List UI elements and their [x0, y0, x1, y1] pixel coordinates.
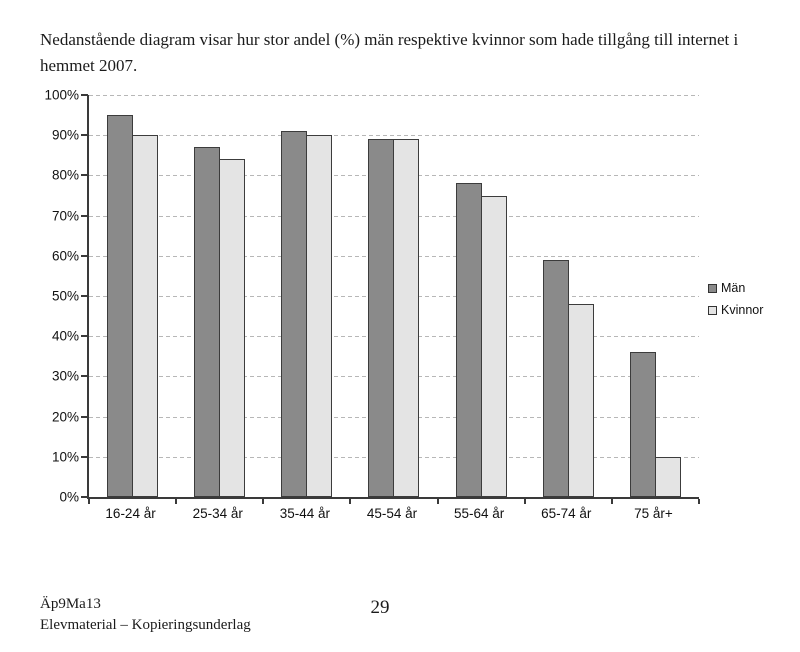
y-axis-tick	[81, 94, 88, 96]
legend-swatch-kvinnor	[708, 305, 717, 315]
x-axis-tick	[175, 499, 178, 504]
bar-group	[525, 95, 612, 497]
x-axis-labels: 16-24 år 25-34 år 35-44 år 45-54 år 55-64 år…	[87, 506, 697, 521]
legend: Män Kvinnor	[708, 281, 763, 317]
bar-man-75+	[629, 352, 656, 497]
x-category-label: 35-44 år	[279, 506, 330, 521]
x-axis-tick	[523, 499, 526, 504]
x-category-label: 65-74 år	[541, 506, 592, 521]
x-axis-tick	[610, 499, 613, 504]
bar-man-16-24	[107, 115, 134, 497]
x-category-label: 55-64 år	[453, 506, 505, 521]
legend-label-kvinnor: Kvinnor	[721, 303, 764, 317]
bar-man-55-64	[455, 183, 482, 497]
bar-man-45-54	[368, 139, 395, 497]
bar-group	[176, 95, 263, 497]
bar-kvinnor-65-74	[567, 304, 594, 497]
bar-group	[89, 95, 176, 497]
y-tick-label: 80%	[51, 167, 79, 183]
footer: Äp9Ma13 Elevmaterial – Kopieringsunderla…	[40, 594, 251, 636]
bar-groups	[89, 95, 699, 497]
y-axis-tick	[81, 375, 88, 378]
legend-label-man: Män	[721, 281, 746, 295]
x-axis-tick	[262, 499, 265, 504]
bar-kvinnor-75+	[654, 456, 681, 497]
bar-group	[263, 95, 350, 497]
y-axis-tick	[81, 455, 88, 458]
bar-kvinnor-45-54	[393, 139, 420, 497]
y-axis-tick	[81, 335, 88, 338]
gridline	[89, 95, 699, 96]
bar-kvinnor-55-64	[480, 195, 507, 497]
y-tick-label: 50%	[51, 288, 79, 304]
bar-group	[612, 95, 699, 497]
gridline	[89, 135, 699, 137]
bar-group	[438, 95, 525, 497]
bar-man-35-44	[281, 131, 308, 497]
y-tick-label: 10%	[51, 449, 79, 465]
x-category-label: 75 år+	[634, 506, 673, 521]
page-number: 29	[370, 597, 390, 618]
x-axis-tick	[436, 499, 439, 504]
y-axis-tick	[81, 415, 88, 418]
y-tick-label: 60%	[51, 248, 79, 264]
footer-doc-subtitle: Elevmaterial – Kopieringsunderlag	[40, 617, 251, 633]
x-axis-tick	[88, 499, 90, 504]
legend-item: Män	[708, 281, 763, 295]
x-category-label: 16-24 år	[105, 506, 156, 521]
footer-doc-code: Äp9Ma13	[40, 596, 101, 612]
plot-area	[81, 94, 700, 504]
y-tick-label: 0%	[59, 489, 79, 505]
y-axis-tick	[81, 174, 88, 177]
y-tick-label: 20%	[51, 409, 79, 425]
x-axis-tick	[349, 499, 352, 504]
chart: 16-24 år 25-34 år 35-44 år 45-54 år 55-64 år…	[40, 88, 800, 545]
x-category-label: 25-34 år	[192, 506, 243, 521]
y-axis-tick	[81, 496, 88, 498]
y-tick-label: 70%	[51, 208, 79, 224]
y-axis-tick	[81, 295, 88, 297]
legend-swatch-man	[708, 283, 717, 293]
y-tick-label: 100%	[44, 87, 79, 103]
y-axis-tick	[81, 214, 88, 217]
y-tick-label: 40%	[51, 328, 79, 344]
bar-kvinnor-25-34	[219, 159, 246, 497]
y-axis-tick	[81, 134, 88, 137]
bar-kvinnor-16-24	[132, 135, 159, 497]
bar-group	[350, 95, 437, 497]
x-category-label: 45-54 år	[366, 506, 418, 521]
bar-man-25-34	[194, 147, 221, 497]
bar-man-65-74	[542, 259, 569, 497]
x-axis-tick	[698, 499, 700, 504]
y-tick-label: 30%	[51, 368, 79, 384]
page-title: Nedanstående diagram visar hur stor ande…	[40, 30, 739, 75]
legend-item: Kvinnor	[708, 303, 763, 317]
bar-kvinnor-35-44	[306, 135, 333, 497]
y-tick-label: 90%	[51, 127, 79, 143]
y-axis-tick	[81, 254, 88, 257]
